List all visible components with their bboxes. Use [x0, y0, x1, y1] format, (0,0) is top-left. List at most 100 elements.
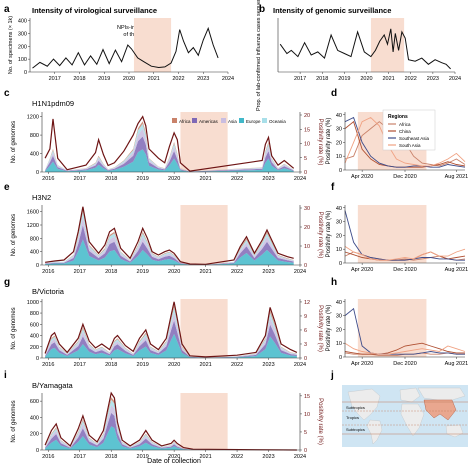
x-tick-label-a: 2017	[49, 76, 61, 82]
x-tick-label-c: 2016	[42, 176, 54, 182]
npi-shade-h	[357, 299, 427, 357]
x-tick-label-d: Apr 2020	[351, 174, 373, 180]
y-axis-label-a: No. of specimens (× 1k)	[8, 16, 14, 74]
series-line-south-asia-d	[344, 116, 466, 167]
map-north-america	[347, 388, 381, 421]
x-tick-label-c: 2023	[262, 176, 274, 182]
x-tick-label-i: 2023	[262, 454, 274, 460]
x-tick-label-g: 2016	[42, 362, 54, 368]
panel-letter-j: j	[330, 370, 334, 381]
y-tick-label-e: 800	[30, 236, 39, 242]
map-label-tropics: Tropics	[346, 415, 359, 420]
y2-tick-label-g: 0	[304, 356, 307, 362]
y-tick-label-d: 10	[336, 154, 342, 160]
y-tick-label-f: 10	[336, 247, 342, 253]
y-tick-label-h: 40	[336, 300, 342, 306]
legend-d-label-africa: Africa	[399, 122, 411, 127]
y-tick-label-i: 400	[30, 415, 39, 421]
y-tick-label-d: 40	[336, 113, 342, 119]
genome-area-europe-e	[45, 239, 294, 265]
genome-area-asia-e	[45, 216, 294, 265]
y2-axis-label-g: Positivity rate (%)	[317, 305, 323, 352]
y2-tick-label-c: 5	[304, 156, 307, 162]
series-line-southeast-asia-d	[344, 116, 466, 168]
y-tick-label-a: 200	[18, 44, 27, 50]
x-tick-label-e: 2020	[168, 269, 180, 275]
x-tick-label-i: 2019	[137, 454, 149, 460]
y2-tick-label-e: 0	[304, 263, 307, 269]
y-axis-label-h: Positivity rate (%)	[326, 305, 332, 352]
y-tick-label-g: 800	[30, 311, 39, 317]
y-tick-label-g: 0	[36, 356, 39, 362]
y-tick-label-g: 1000	[27, 300, 39, 306]
panel-letter-g: g	[4, 277, 10, 288]
series-line-a	[32, 26, 219, 69]
y-tick-label-a: 0	[24, 70, 27, 76]
legend-d-label-south-asia: South Asia	[399, 143, 421, 148]
y-tick-label-d: 30	[336, 127, 342, 133]
genome-area-americas-e	[45, 225, 294, 265]
y-tick-label-g: 400	[30, 334, 39, 340]
legend-d: Regions Africa China Southeast Asia Sout…	[382, 109, 436, 151]
y2-tick-label-e: 10	[304, 244, 310, 250]
positivity-line-i	[44, 391, 297, 451]
legend-swatch-oceania	[262, 118, 267, 123]
map-label-subtropics-south: Subtropics	[346, 427, 365, 432]
y2-tick-label-c: 15	[304, 127, 310, 133]
panel-letter-d: d	[331, 88, 337, 99]
y2-tick-label-g: 9	[304, 314, 307, 320]
x-tick-label-c: 2019	[137, 176, 149, 182]
legend-d-label-china: China	[399, 129, 411, 134]
y-axis-label-e: No. of genomes	[11, 214, 17, 256]
x-tick-label-e: 2017	[74, 269, 86, 275]
legend-d-box	[382, 109, 436, 151]
chart-title-a: Intensity of virological surveillance	[32, 6, 157, 15]
y-tick-label-d: 0	[339, 168, 342, 174]
x-tick-label-a: 2021	[148, 76, 160, 82]
x-tick-label-b: 2021	[383, 76, 395, 82]
x-tick-label-g: 2021	[199, 362, 211, 368]
y2-tick-label-c: 0	[304, 170, 307, 176]
y2-axis-label-c: Positivity rate (%)	[317, 119, 323, 166]
y-tick-label-a: 100	[18, 57, 27, 63]
x-tick-label-g: 2022	[231, 362, 243, 368]
y-tick-label-e: 400	[30, 250, 39, 256]
y-tick-label-a: 400	[18, 19, 27, 25]
x-tick-label-e: 2018	[105, 269, 117, 275]
y-tick-label-h: 0	[339, 355, 342, 361]
y-tick-label-c: 1200	[27, 115, 39, 121]
npi-shade-g	[180, 299, 228, 358]
y2-tick-label-g: 12	[304, 300, 310, 306]
panel-letter-c: c	[4, 88, 10, 99]
npi-shade-c	[180, 112, 228, 172]
x-tick-label-a: 2020	[123, 76, 135, 82]
x-tick-label-g: 2020	[168, 362, 180, 368]
x-tick-label-g: 2019	[137, 362, 149, 368]
y-tick-label-c: 0	[36, 170, 39, 176]
x-tick-label-a: 2023	[197, 76, 209, 82]
x-tick-label-i: 2017	[74, 454, 86, 460]
legend-label-africa: Africa	[179, 119, 191, 124]
x-tick-label-e: 2016	[42, 269, 54, 275]
positivity-line-g	[44, 301, 298, 358]
panel-letter-i: i	[4, 370, 7, 381]
map-europe	[399, 387, 421, 403]
panel-letter-b: b	[259, 4, 265, 15]
x-tick-label-g: 2017	[74, 362, 86, 368]
x-tick-label-b: 2019	[338, 76, 350, 82]
y-tick-label-e: 1200	[27, 223, 39, 229]
y2-tick-label-i: 0	[304, 448, 307, 454]
y2-tick-label-i: 5	[304, 430, 307, 436]
y-tick-label-i: 600	[30, 399, 39, 405]
x-tick-label-c: 2021	[199, 176, 211, 182]
x-tick-label-b: 2018	[316, 76, 328, 82]
y-tick-label-f: 20	[336, 233, 342, 239]
y-tick-label-c: 800	[30, 133, 39, 139]
x-tick-label-a: 2019	[98, 76, 110, 82]
x-tick-label-c: 2022	[231, 176, 243, 182]
x-tick-label-h: Aug 2021	[445, 361, 469, 367]
x-tick-label-i: 2021	[199, 454, 211, 460]
x-tick-label-i: 2022	[231, 454, 243, 460]
y-tick-label-d: 20	[336, 140, 342, 146]
x-tick-label-c: 2018	[105, 176, 117, 182]
